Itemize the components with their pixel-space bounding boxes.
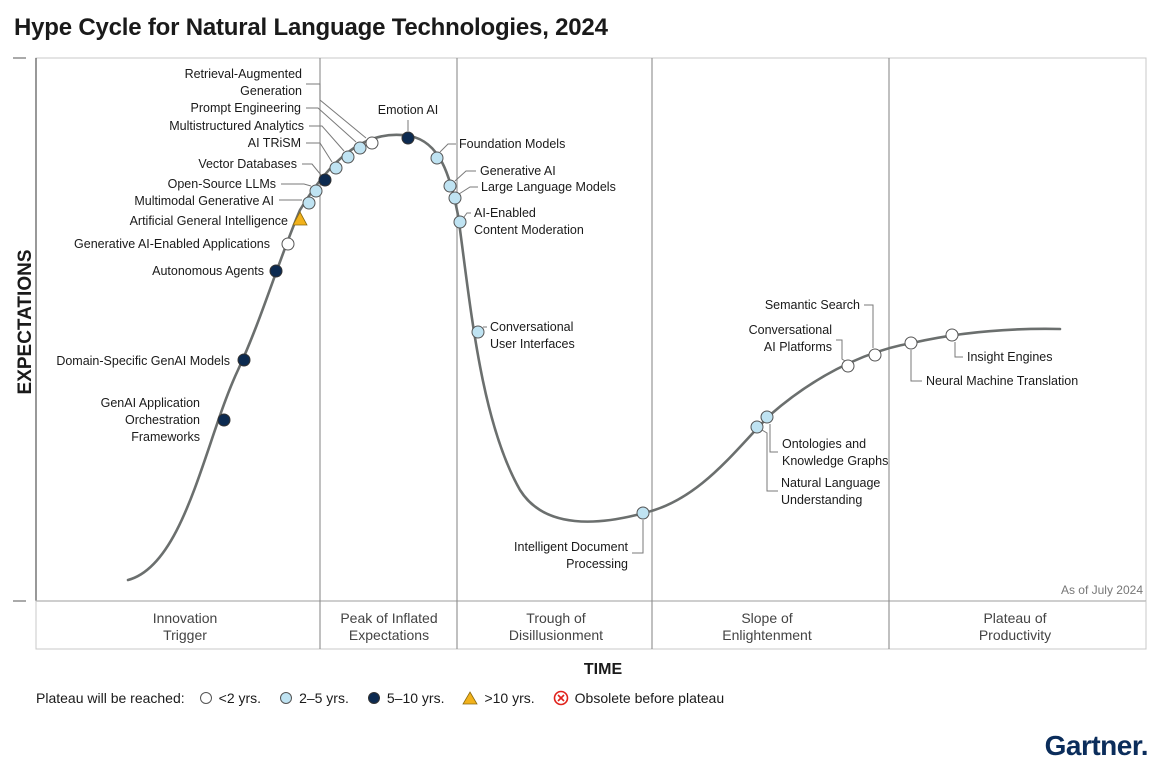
label-ai-enabled-content-moderation: AI-Enabled Content Moderation (474, 206, 584, 237)
label-foundation-models: Foundation Models (459, 137, 565, 151)
legend: Plateau will be reached: <2 yrs. 2–5 yrs… (36, 690, 742, 706)
marker-insight-engines (945, 328, 959, 342)
marker-semantic-search (868, 348, 882, 362)
marker-prompt-engineering (353, 141, 367, 155)
leader-vector-databases (302, 163, 322, 176)
legend-item-5to10: 5–10 yrs. (367, 690, 445, 706)
phase-label-innovation-trigger: Innovation Trigger (153, 610, 218, 643)
legend-label-obsolete: Obsolete before plateau (574, 690, 725, 706)
legend-label-lt2: <2 yrs. (218, 690, 262, 706)
leader-neural-machine-translation (910, 350, 922, 382)
leader-large-language-models (458, 186, 478, 195)
label-domain-specific-genai-models: Domain-Specific GenAI Models (56, 354, 230, 368)
leader-conversational-ai-platforms (836, 339, 846, 362)
label-neural-machine-translation: Neural Machine Translation (926, 374, 1078, 388)
label-generative-ai-enabled-applications: Generative AI-Enabled Applications (74, 237, 270, 251)
marker-open-source-llms (309, 184, 323, 198)
label-multistructured-analytics: Multistructured Analytics (169, 119, 304, 133)
leader-natural-language-understanding (761, 429, 778, 492)
label-large-language-models: Large Language Models (481, 180, 616, 194)
marker-ai-trism (329, 161, 343, 175)
leader-prompt-engineering (306, 107, 357, 143)
marker-vector-databases (318, 173, 332, 187)
leader-multistructured-analytics (309, 125, 345, 152)
marker-natural-language-understanding (750, 420, 764, 434)
leader-generative-ai (454, 170, 476, 182)
phase-label-plateau-of-productivity: Plateau of Productivity (979, 610, 1051, 643)
y-axis-label: EXPECTATIONS (15, 250, 36, 395)
marker-large-language-models (448, 191, 462, 205)
gartner-logo: Gartner. (1044, 730, 1149, 761)
label-autonomous-agents: Autonomous Agents (152, 264, 264, 278)
label-emotion-ai: Emotion AI (378, 103, 438, 117)
marker-generative-ai-enabled-applications (281, 237, 295, 251)
label-conversational-ai-platforms: Conversational AI Platforms (749, 323, 832, 354)
leader-foundation-models (439, 143, 456, 153)
marker-ontologies-and-knowledge-graphs (760, 410, 774, 424)
leader-ontologies-and-knowledge-graphs (769, 424, 778, 453)
marker-neural-machine-translation (904, 336, 918, 350)
as-of-note: As of July 2024 (1061, 583, 1143, 597)
leader-intelligent-document-processing (632, 520, 644, 554)
marker-retrieval-augmented-generation (365, 136, 379, 150)
label-intelligent-document-processing: Intelligent Document Processing (514, 540, 628, 571)
phase-label-slope-of-enlightenment: Slope of Enlightenment (722, 610, 812, 643)
label-multimodal-generative-ai: Multimodal Generative AI (134, 194, 274, 208)
legend-label-5to10: 5–10 yrs. (386, 690, 445, 706)
label-artificial-general-intelligence: Artificial General Intelligence (130, 214, 288, 228)
marker-multimodal-generative-ai (302, 196, 316, 210)
label-natural-language-understanding: Natural Language Understanding (781, 476, 880, 507)
label-prompt-engineering: Prompt Engineering (191, 101, 302, 115)
marker-conversational-user-interfaces (471, 325, 485, 339)
leader-semantic-search (864, 304, 874, 348)
label-generative-ai: Generative AI (480, 164, 556, 178)
marker-conversational-ai-platforms (841, 359, 855, 373)
marker-intelligent-document-processing (636, 506, 650, 520)
legend-marker-5to10 (367, 692, 380, 704)
legend-marker-gt10 (462, 691, 479, 705)
phase-band (35, 600, 1147, 650)
label-ai-trism: AI TRiSM (248, 136, 301, 150)
label-retrieval-augmented-generation: Retrieval-Augmented Generation (185, 67, 302, 98)
plot-frame (35, 57, 1147, 602)
leader-ai-trism (306, 142, 333, 163)
marker-domain-specific-genai-models (237, 353, 251, 367)
marker-foundation-models (430, 151, 444, 165)
phase-label-trough-of-disillusionment: Trough of Disillusionment (509, 610, 603, 643)
label-semantic-search: Semantic Search (765, 298, 860, 312)
legend-item-lt2: <2 yrs. (199, 690, 261, 706)
legend-item-obsolete: Obsolete before plateau (553, 690, 724, 706)
phase-label-peak-of-inflated-expectations: Peak of Inflated Expectations (340, 610, 437, 643)
marker-autonomous-agents (269, 264, 283, 278)
marker-generative-ai (443, 179, 457, 193)
legend-item-2to5: 2–5 yrs. (279, 690, 349, 706)
leader-insight-engines (954, 342, 963, 358)
x-axis-label: TIME (584, 661, 623, 678)
label-insight-engines: Insight Engines (967, 350, 1052, 364)
marker-genai-application-orchestration-frameworks (217, 413, 231, 427)
label-conversational-user-interfaces: Conversational User Interfaces (490, 320, 575, 351)
label-genai-application-orchestration-frameworks: GenAI Application Orchestration Frameworks (101, 396, 200, 444)
marker-ai-enabled-content-moderation (453, 215, 467, 229)
legend-label-gt10: >10 yrs. (484, 690, 535, 706)
marker-multistructured-analytics (341, 150, 355, 164)
label-ontologies-and-knowledge-graphs: Ontologies and Knowledge Graphs (782, 437, 888, 468)
marker-emotion-ai (401, 131, 415, 145)
legend-label-2to5: 2–5 yrs. (299, 690, 349, 706)
label-open-source-llms: Open-Source LLMs (168, 177, 276, 191)
legend-item-gt10: >10 yrs. (462, 690, 535, 706)
chart-title: Hype Cycle for Natural Language Technolo… (14, 14, 608, 41)
obsolete-x-icon (553, 690, 568, 706)
leader-retrieval-augmented-generation (306, 83, 367, 139)
leader-open-source-llms (281, 183, 312, 187)
legend-lead: Plateau will be reached: (36, 690, 185, 706)
marker-artificial-general-intelligence (292, 211, 308, 226)
legend-marker-lt2 (199, 692, 212, 704)
label-vector-databases: Vector Databases (198, 157, 297, 171)
legend-marker-2to5 (280, 692, 293, 704)
leader-ai-enabled-content-moderation (463, 212, 471, 218)
